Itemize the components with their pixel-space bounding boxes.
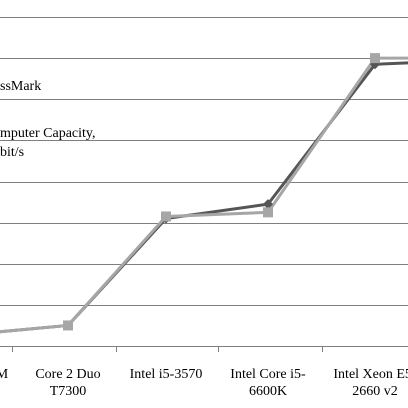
x-tick-label: Core 2 Duo: [35, 367, 100, 382]
x-tick-label: M: [0, 367, 9, 382]
data-point-square: [161, 211, 171, 222]
x-tick-label: Intel i5-3570: [130, 367, 203, 382]
data-point-square: [63, 320, 73, 331]
x-tick-label: Intel Xeon E5-: [333, 367, 408, 382]
legend-label-computer-capacity: bit/s: [0, 145, 24, 160]
data-point-square: [263, 207, 273, 218]
x-tick-labels: M Core 2 Duo T7300 Intel i5-3570 Intel Core …: [0, 367, 408, 399]
x-tick-label: Intel Core i5-: [230, 367, 306, 382]
series-markers: [63, 53, 380, 331]
x-tick-label: 6600K: [249, 384, 287, 399]
data-point-diamond: [263, 199, 273, 210]
legend-label-computer-capacity: mputer Capacity,: [0, 126, 96, 141]
axes: [0, 346, 408, 352]
x-tick-label: 2660 v2: [352, 384, 398, 399]
series-line-2: [0, 56, 408, 334]
legend: ssMark mputer Capacity, bit/s: [0, 79, 96, 160]
series-line-1: [0, 61, 408, 334]
x-tick-label: T7300: [50, 384, 87, 399]
legend-label-passmark: ssMark: [0, 79, 41, 94]
series-lines: [0, 56, 408, 334]
data-point-square: [370, 53, 380, 64]
gridlines: [0, 17, 408, 306]
